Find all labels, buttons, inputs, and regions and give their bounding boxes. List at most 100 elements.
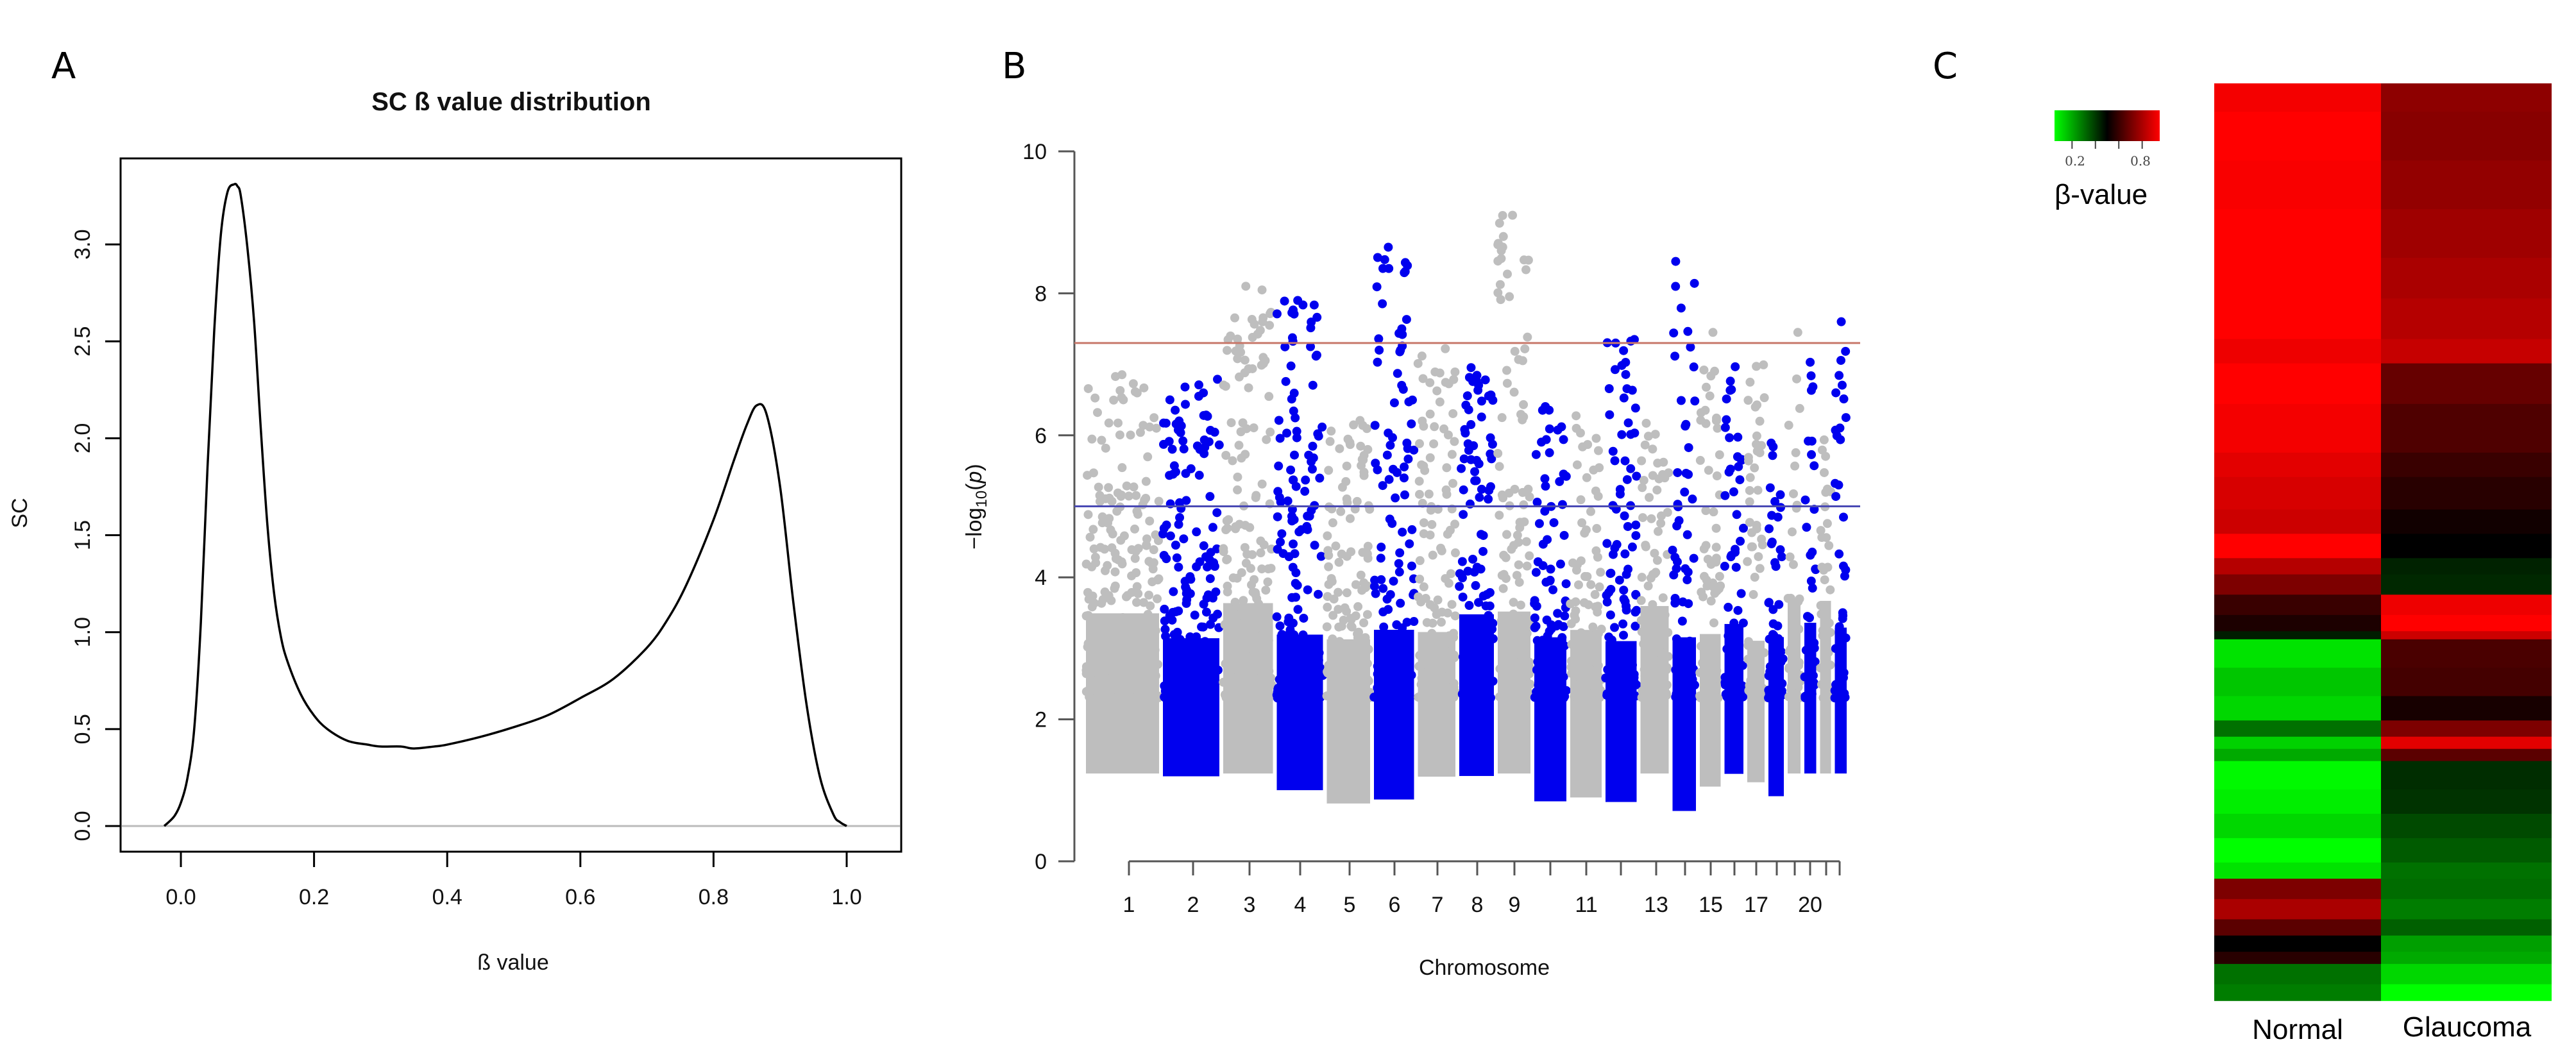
snp-point	[1108, 633, 1117, 643]
snp-point	[1671, 665, 1681, 675]
snp-point	[1831, 492, 1841, 502]
snp-point	[1555, 559, 1565, 569]
snp-point	[1545, 424, 1554, 434]
snp-point	[1149, 615, 1159, 625]
snp-point	[1284, 617, 1293, 627]
snp-point	[1656, 641, 1665, 650]
snp-point	[1403, 691, 1413, 700]
snp-point	[1123, 591, 1132, 600]
snp-point	[1203, 412, 1212, 421]
snp-point	[1208, 692, 1217, 702]
snp-point	[1816, 663, 1826, 673]
snp-point	[1379, 622, 1389, 632]
snp-point	[1505, 666, 1515, 675]
snp-point	[1743, 453, 1753, 462]
snp-point	[1441, 378, 1450, 387]
heatmap-cell	[2381, 668, 2552, 697]
snp-point	[1162, 686, 1172, 695]
snp-point	[1083, 587, 1092, 597]
snp-point	[1791, 448, 1801, 457]
snp-point	[1257, 693, 1267, 702]
snp-point	[1109, 395, 1119, 405]
snp-point	[1389, 577, 1398, 586]
snp-point	[1836, 666, 1846, 676]
snp-point	[1314, 589, 1323, 599]
snp-point	[1312, 690, 1322, 700]
snp-point	[1752, 362, 1761, 371]
heatmap-cell	[2214, 720, 2381, 738]
snp-point	[1450, 367, 1460, 376]
snp-point	[1653, 459, 1663, 468]
snp-point	[1472, 633, 1482, 643]
snp-point	[1822, 519, 1832, 528]
snp-point	[1414, 477, 1424, 486]
snp-point	[1138, 680, 1148, 690]
snp-point	[1450, 437, 1459, 446]
snp-point	[1643, 673, 1653, 683]
snp-point	[1806, 577, 1816, 586]
snp-point	[1228, 636, 1238, 646]
panel-letter-c: C	[1933, 46, 1958, 87]
snp-point	[1194, 471, 1204, 480]
snp-point	[1531, 450, 1541, 459]
snp-point	[1630, 428, 1640, 438]
snp-point	[1521, 265, 1530, 274]
snp-point	[1475, 493, 1484, 502]
snp-point	[1757, 534, 1767, 544]
snp-point	[1484, 494, 1493, 504]
snp-point	[1660, 610, 1670, 620]
snp-point	[1695, 668, 1705, 677]
snp-point	[1233, 334, 1242, 344]
snp-point	[1752, 524, 1761, 534]
snp-point	[1199, 435, 1209, 444]
heatmap-cell	[2214, 898, 2381, 920]
snp-point	[1631, 531, 1641, 541]
snp-point	[1144, 666, 1153, 675]
snp-point	[1110, 567, 1120, 577]
snp-point	[1622, 475, 1632, 484]
snp-point	[1154, 496, 1164, 506]
snp-point	[1276, 688, 1286, 698]
snp-point	[1373, 661, 1382, 671]
y-tick-label: 2	[1035, 708, 1047, 732]
heatmap-cell	[2214, 258, 2381, 299]
snp-point	[1595, 691, 1605, 700]
snp-point	[1677, 616, 1687, 626]
snp-point	[1407, 670, 1416, 680]
snp-point	[1576, 495, 1586, 505]
snp-point	[1276, 537, 1285, 547]
heatmap-cell	[2381, 813, 2552, 839]
snp-point	[1643, 581, 1653, 591]
snp-point	[1826, 660, 1835, 670]
x-tick-label: 7	[1432, 893, 1444, 917]
snp-point	[1084, 595, 1094, 604]
snp-point	[1167, 444, 1177, 454]
heatmap-cell	[2214, 83, 2381, 113]
snp-point	[1557, 500, 1567, 509]
snp-point	[1493, 288, 1503, 298]
snp-point	[1312, 643, 1321, 653]
snp-point	[1522, 628, 1532, 638]
manhattan-points	[1081, 210, 1851, 811]
snp-point	[1674, 516, 1684, 525]
heatmap-cell	[2381, 595, 2552, 616]
snp-point	[1788, 560, 1798, 569]
snp-point	[1435, 368, 1445, 378]
snp-point	[1770, 640, 1780, 650]
snp-point	[1413, 359, 1423, 368]
snp-point	[1414, 489, 1424, 499]
snp-point	[1512, 631, 1521, 641]
snp-point	[1631, 607, 1640, 617]
snp-point	[1733, 432, 1743, 442]
heatmap-cell	[2214, 574, 2381, 596]
snp-point	[1744, 637, 1754, 646]
snp-point	[1089, 654, 1099, 663]
snp-point	[1378, 584, 1388, 593]
snp-point	[1159, 550, 1169, 560]
snp-point	[1360, 644, 1370, 654]
heatmap-cell	[2381, 736, 2552, 750]
snp-point	[1244, 383, 1253, 392]
snp-point	[1620, 549, 1630, 559]
snp-point	[1174, 416, 1184, 426]
snp-point	[1519, 400, 1529, 409]
